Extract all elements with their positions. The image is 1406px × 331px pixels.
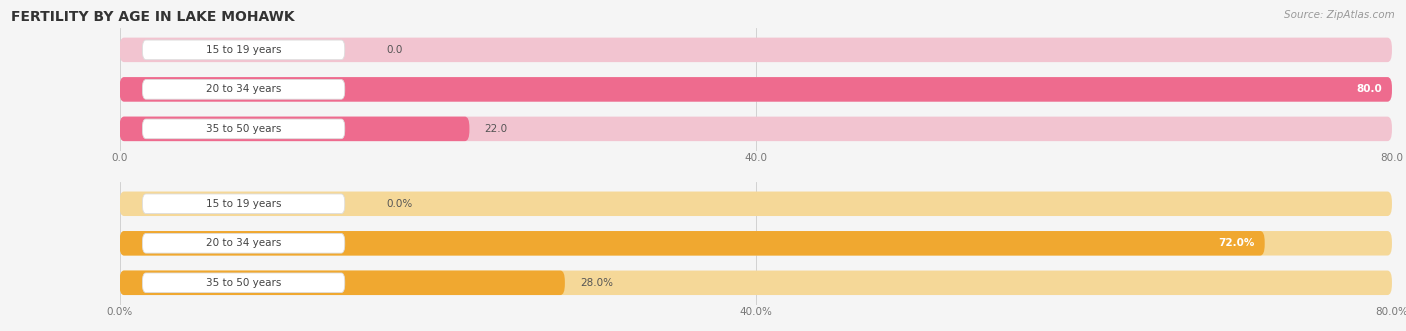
Text: 72.0%: 72.0% xyxy=(1218,238,1254,248)
Text: 35 to 50 years: 35 to 50 years xyxy=(205,124,281,134)
FancyBboxPatch shape xyxy=(120,270,565,295)
FancyBboxPatch shape xyxy=(142,194,344,213)
FancyBboxPatch shape xyxy=(142,119,344,139)
Text: 22.0: 22.0 xyxy=(485,124,508,134)
Text: Source: ZipAtlas.com: Source: ZipAtlas.com xyxy=(1284,10,1395,20)
FancyBboxPatch shape xyxy=(120,270,1392,295)
Text: 20 to 34 years: 20 to 34 years xyxy=(205,238,281,248)
FancyBboxPatch shape xyxy=(120,231,1392,256)
FancyBboxPatch shape xyxy=(120,117,470,141)
Text: 80.0: 80.0 xyxy=(1355,84,1382,94)
Text: 28.0%: 28.0% xyxy=(581,278,613,288)
FancyBboxPatch shape xyxy=(142,40,344,60)
FancyBboxPatch shape xyxy=(142,79,344,99)
Text: 20 to 34 years: 20 to 34 years xyxy=(205,84,281,94)
Text: 0.0: 0.0 xyxy=(387,45,404,55)
FancyBboxPatch shape xyxy=(120,38,1392,62)
Text: 15 to 19 years: 15 to 19 years xyxy=(205,199,281,209)
Text: 15 to 19 years: 15 to 19 years xyxy=(205,45,281,55)
Text: 0.0%: 0.0% xyxy=(387,199,413,209)
Text: 35 to 50 years: 35 to 50 years xyxy=(205,278,281,288)
FancyBboxPatch shape xyxy=(142,233,344,253)
FancyBboxPatch shape xyxy=(120,117,1392,141)
FancyBboxPatch shape xyxy=(142,273,344,293)
Text: FERTILITY BY AGE IN LAKE MOHAWK: FERTILITY BY AGE IN LAKE MOHAWK xyxy=(11,10,295,24)
FancyBboxPatch shape xyxy=(120,231,1265,256)
FancyBboxPatch shape xyxy=(120,77,1392,102)
FancyBboxPatch shape xyxy=(120,77,1392,102)
FancyBboxPatch shape xyxy=(120,192,1392,216)
